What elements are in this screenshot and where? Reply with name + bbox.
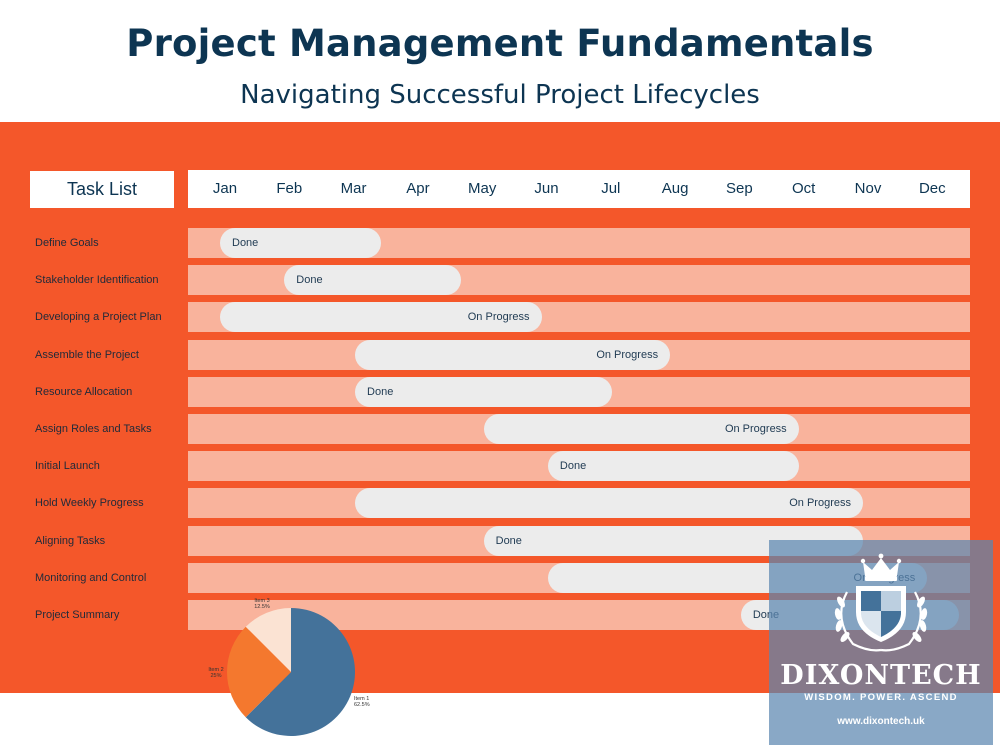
month-may: May: [468, 180, 497, 197]
task-label: Resource Allocation: [35, 385, 133, 398]
month-oct: Oct: [792, 180, 816, 197]
month-sep: Sep: [726, 180, 753, 197]
task-bar: On Progress: [483, 414, 799, 444]
page-subtitle: Navigating Successful Project Lifecycles: [240, 80, 760, 110]
month-jan: Jan: [212, 180, 238, 197]
task-label: Developing a Project Plan: [35, 311, 162, 324]
task-label: Initial Launch: [35, 460, 100, 473]
pie-slice-label: Item 2: [208, 667, 223, 673]
month-dec: Dec: [918, 180, 946, 197]
task-bar: On Progress: [355, 488, 863, 519]
task-label: Project Summary: [35, 609, 120, 621]
pie-slice: [245, 608, 356, 736]
pie-slice-percent: 62.5%: [354, 702, 370, 708]
month-nov: Nov: [854, 180, 882, 197]
pie-slice: [227, 626, 291, 718]
month-mar: Mar: [340, 180, 367, 197]
pie-slice: [245, 608, 291, 672]
pie-slice-label: Item 3: [254, 598, 269, 604]
logo-url: www.dixontech.uk: [837, 716, 925, 727]
task-label: Hold Weekly Progress: [35, 497, 144, 510]
pie-slice-label: Item 1: [354, 696, 369, 702]
month-apr: Apr: [406, 180, 430, 197]
task-label: Monitoring and Control: [35, 571, 147, 584]
task-bar: On Progress: [355, 339, 671, 370]
logo-tagline: WISDOM. POWER. ASCEND: [804, 692, 958, 703]
month-header: Jan Feb Mar Apr May Jun Jul Aug Sep Oct Nov Dec: [188, 170, 970, 208]
month-feb: Feb: [276, 180, 303, 197]
task-bar: Done: [284, 265, 462, 296]
page-title: Project Management Fundamentals: [126, 22, 874, 65]
task-bar: Done: [355, 376, 613, 407]
pie-slice-percent: 25%: [210, 673, 221, 679]
logo-name: DIXONTECH: [780, 660, 982, 691]
pie-slice-percent: 12.5%: [254, 604, 270, 610]
month-jun: Jun: [534, 180, 559, 197]
month-jul: Jul: [601, 180, 621, 197]
dixontech-logo: DIXONTECH WISDOM. POWER. ASCEND www.dixo…: [769, 540, 993, 745]
crest-icon: [834, 553, 928, 652]
task-bar: On Progress: [220, 302, 542, 333]
month-aug: Aug: [661, 180, 689, 197]
task-label: Assign Roles and Tasks: [35, 423, 152, 435]
task-label: Aligning Tasks: [35, 534, 106, 547]
task-label: Define Goals: [35, 237, 99, 249]
task-label: Stakeholder Identification: [35, 274, 159, 287]
task-bar: Done: [547, 451, 799, 482]
task-list-header: Task List: [30, 171, 174, 208]
task-label: Assemble the Project: [35, 348, 139, 361]
task-bar: Done: [220, 228, 381, 258]
